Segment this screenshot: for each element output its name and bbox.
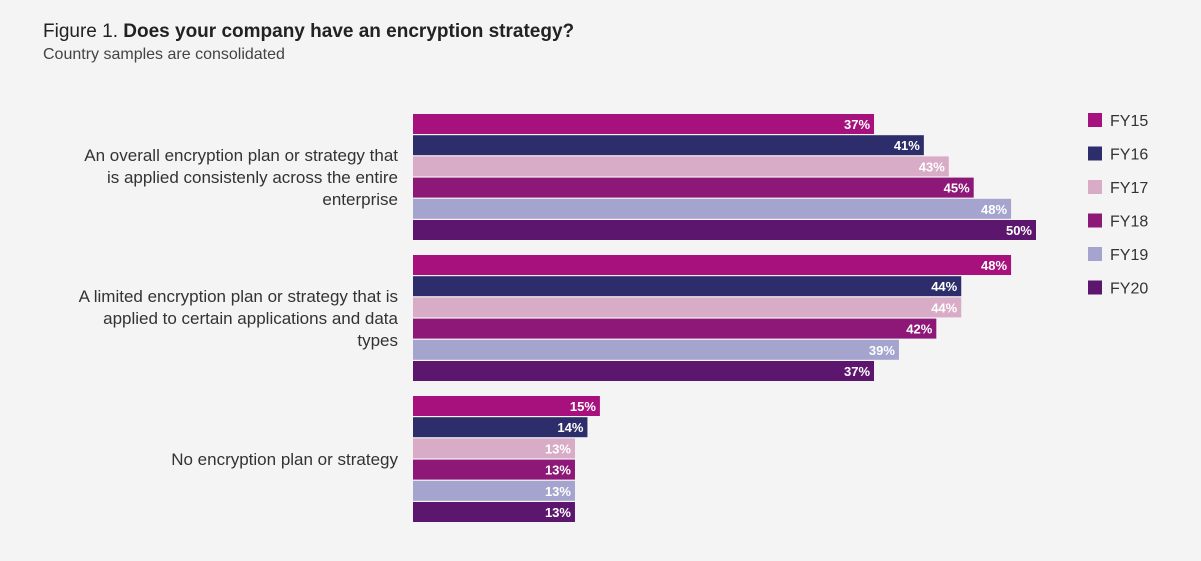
bar — [413, 318, 937, 339]
value-label: 50% — [1006, 223, 1032, 238]
figure-label: Figure 1. — [43, 21, 118, 42]
bar — [413, 135, 924, 156]
value-label: 39% — [869, 343, 895, 358]
bar — [413, 255, 1012, 275]
value-label: 13% — [545, 484, 571, 499]
bar — [413, 459, 575, 480]
legend-label: FY18 — [1110, 214, 1148, 231]
bar — [413, 276, 962, 297]
bar — [413, 480, 575, 501]
bar — [413, 297, 962, 318]
bar — [413, 198, 1012, 219]
legend-swatch — [1088, 280, 1102, 295]
bar — [413, 156, 949, 177]
bar — [413, 438, 575, 459]
value-label: 15% — [570, 399, 596, 414]
bar — [413, 220, 1036, 240]
bar — [413, 114, 875, 134]
chart-title: Does your company have an encryption str… — [123, 21, 575, 42]
legend-swatch — [1088, 146, 1102, 161]
value-label: 13% — [545, 463, 571, 478]
legend-label: FY16 — [1110, 147, 1148, 164]
value-label: 48% — [981, 202, 1007, 217]
legend-swatch — [1088, 113, 1102, 127]
value-label: 45% — [944, 181, 970, 196]
subtitle: Country samples are consolidated — [43, 46, 285, 63]
legend-swatch — [1088, 213, 1102, 228]
value-label: 43% — [919, 159, 945, 174]
value-label: 13% — [545, 441, 571, 456]
bar — [413, 417, 588, 438]
title-block: Figure 1. Does your company have an encr… — [43, 21, 574, 43]
bar — [413, 396, 600, 416]
category-label: An overall encryption plan or strategy t… — [84, 145, 398, 209]
legend-swatch — [1088, 247, 1102, 261]
legend-label: FY15 — [1110, 113, 1148, 130]
value-label: 37% — [844, 364, 870, 379]
value-label: 44% — [931, 300, 957, 315]
bar — [413, 177, 974, 198]
legend-label: FY20 — [1110, 281, 1148, 298]
value-label: 13% — [545, 505, 571, 520]
value-label: 41% — [894, 138, 920, 153]
value-label: 37% — [844, 117, 870, 132]
category-label: No encryption plan or strategy — [171, 449, 398, 469]
legend-swatch — [1088, 180, 1102, 194]
bar — [413, 339, 899, 360]
bar — [413, 361, 875, 381]
value-label: 44% — [931, 279, 957, 294]
value-label: 48% — [981, 258, 1007, 273]
value-label: 14% — [557, 420, 583, 435]
bar — [413, 502, 575, 522]
legend-label: FY17 — [1110, 180, 1148, 197]
category-label: A limited encryption plan or strategy th… — [78, 286, 398, 350]
legend-label: FY19 — [1110, 247, 1148, 264]
value-label: 42% — [906, 322, 932, 337]
